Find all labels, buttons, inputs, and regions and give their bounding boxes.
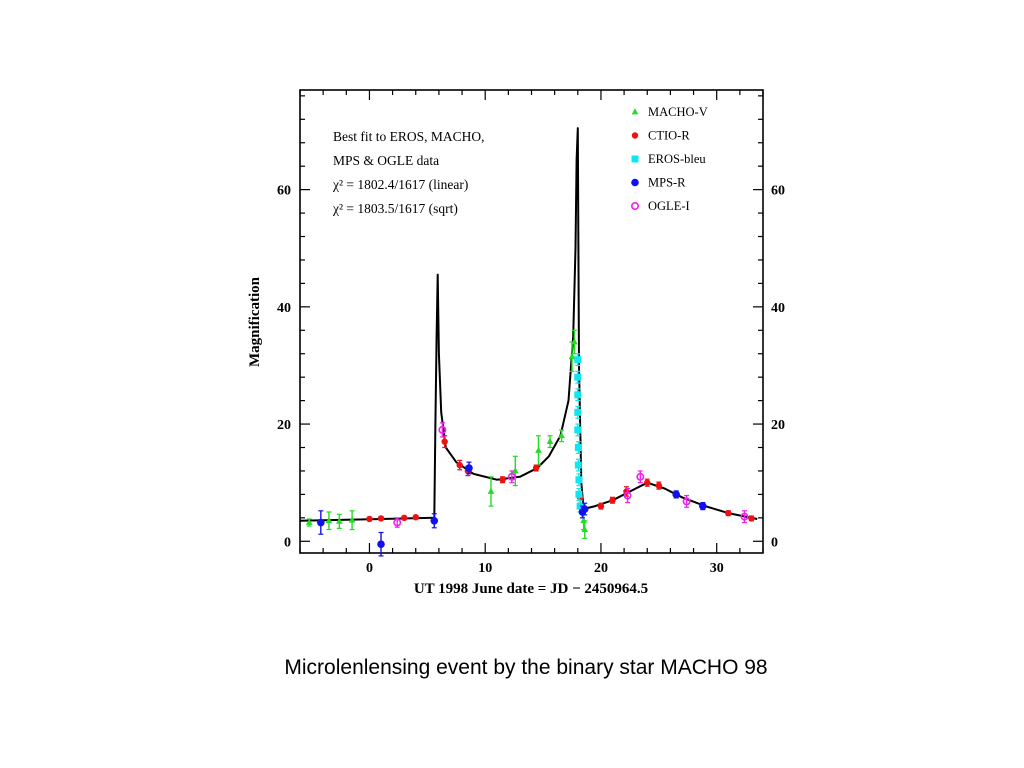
series-macho-v (305, 329, 589, 539)
data-point (487, 487, 495, 494)
fit-curve-layer (299, 127, 758, 522)
x-tick-label: 20 (594, 561, 608, 576)
data-point (317, 518, 325, 527)
legend-label: MACHO-V (648, 105, 708, 119)
legend-marker (631, 108, 639, 115)
data-point (366, 515, 373, 523)
data-point (636, 472, 645, 481)
data-point (644, 479, 651, 486)
x-tick-label: 30 (710, 561, 724, 576)
data-point (535, 446, 542, 453)
data-point (623, 491, 632, 500)
annotation-line-2: MPS & OGLE data (333, 153, 439, 168)
data-point (574, 356, 582, 364)
fit-curve (299, 127, 758, 522)
x-tick-label: 0 (366, 561, 373, 576)
data-point (682, 497, 691, 506)
legend-label: MPS-R (648, 176, 686, 190)
data-point (441, 438, 448, 445)
legend-marker (631, 155, 639, 163)
tick-labels: 0 10 20 30 0 0 20 20 40 40 60 60 (277, 184, 785, 576)
legend-entry: MACHO-V (631, 105, 708, 119)
data-point (574, 391, 582, 399)
data-point (305, 518, 313, 525)
series-ctio-r (366, 435, 755, 523)
data-point (438, 425, 447, 434)
series-mps-r (317, 461, 707, 557)
data-point (574, 408, 582, 416)
data-point (581, 525, 589, 532)
data-point (699, 502, 707, 510)
y-tick-label: 20 (277, 418, 291, 433)
data-point (672, 490, 680, 499)
data-points-layer (305, 329, 755, 557)
legend-marker (631, 132, 639, 139)
chart-svg: 0 10 20 30 0 0 20 20 40 40 60 60 UT 1998 June date … (247, 89, 785, 597)
legend: MACHO-V CTIO-R EROS-bleu MPS-R OGLE-I (630, 105, 708, 213)
x-axis-label: UT 1998 June date = JD − 2450964.5 (414, 581, 648, 597)
y-tick-label-right: 40 (771, 301, 785, 316)
data-point (568, 352, 576, 360)
data-point (575, 476, 583, 484)
data-point (393, 518, 402, 527)
x-tick-label: 10 (478, 561, 492, 576)
data-point (430, 516, 439, 525)
legend-entry: OGLE-I (630, 199, 690, 213)
data-point (748, 515, 755, 522)
data-point (580, 505, 589, 513)
data-point (574, 426, 582, 434)
legend-label: EROS-bleu (648, 152, 706, 166)
data-point (655, 482, 663, 489)
annotation-line-1: Best fit to EROS, MACHO, (333, 129, 485, 144)
legend-label: OGLE-I (648, 199, 690, 213)
legend-marker (630, 202, 639, 211)
y-axis-label: Magnification (247, 276, 263, 367)
legend-entry: MPS-R (631, 176, 686, 190)
data-point (532, 464, 540, 472)
data-point (574, 444, 582, 452)
data-point (511, 467, 519, 474)
fit-annotation: Best fit to EROS, MACHO, MPS & OGLE data… (332, 129, 485, 216)
data-point (725, 509, 732, 517)
data-point (348, 516, 356, 523)
data-point (574, 461, 582, 469)
y-tick-label-right: 20 (771, 418, 785, 433)
data-point (575, 490, 583, 498)
legend-label: CTIO-R (648, 129, 690, 143)
y-tick-label-right: 0 (771, 535, 778, 550)
data-point (574, 373, 582, 381)
data-point (412, 514, 419, 521)
y-tick-label: 60 (277, 184, 291, 199)
data-point (465, 464, 473, 472)
data-point (377, 515, 385, 522)
tick-marks (299, 90, 764, 553)
annotation-line-4: χ² = 1803.5/1617 (sqrt) (332, 201, 458, 216)
y-tick-label: 0 (284, 535, 291, 550)
y-tick-label-right: 60 (771, 184, 785, 199)
data-point (558, 431, 565, 439)
data-point (546, 437, 554, 445)
data-point (609, 497, 616, 504)
data-point (336, 517, 343, 524)
data-point (507, 472, 516, 481)
legend-marker (631, 178, 639, 187)
data-point (400, 514, 408, 522)
figure-caption: Microlenlensing event by the binary star… (284, 656, 768, 679)
data-point (740, 512, 749, 521)
y-tick-label: 40 (277, 301, 291, 316)
data-point (571, 338, 578, 345)
legend-entry: CTIO-R (631, 129, 690, 143)
chart-figure: 0 10 20 30 0 0 20 20 40 40 60 60 UT 1998 June date … (247, 89, 785, 597)
series-ogle-i (393, 422, 749, 528)
legend-entry: EROS-bleu (631, 152, 706, 166)
annotation-line-3: χ² = 1802.4/1617 (linear) (332, 177, 468, 192)
data-point (325, 516, 333, 524)
data-point (499, 476, 506, 483)
data-point (597, 502, 605, 510)
data-point (456, 461, 463, 469)
data-point (377, 540, 385, 549)
